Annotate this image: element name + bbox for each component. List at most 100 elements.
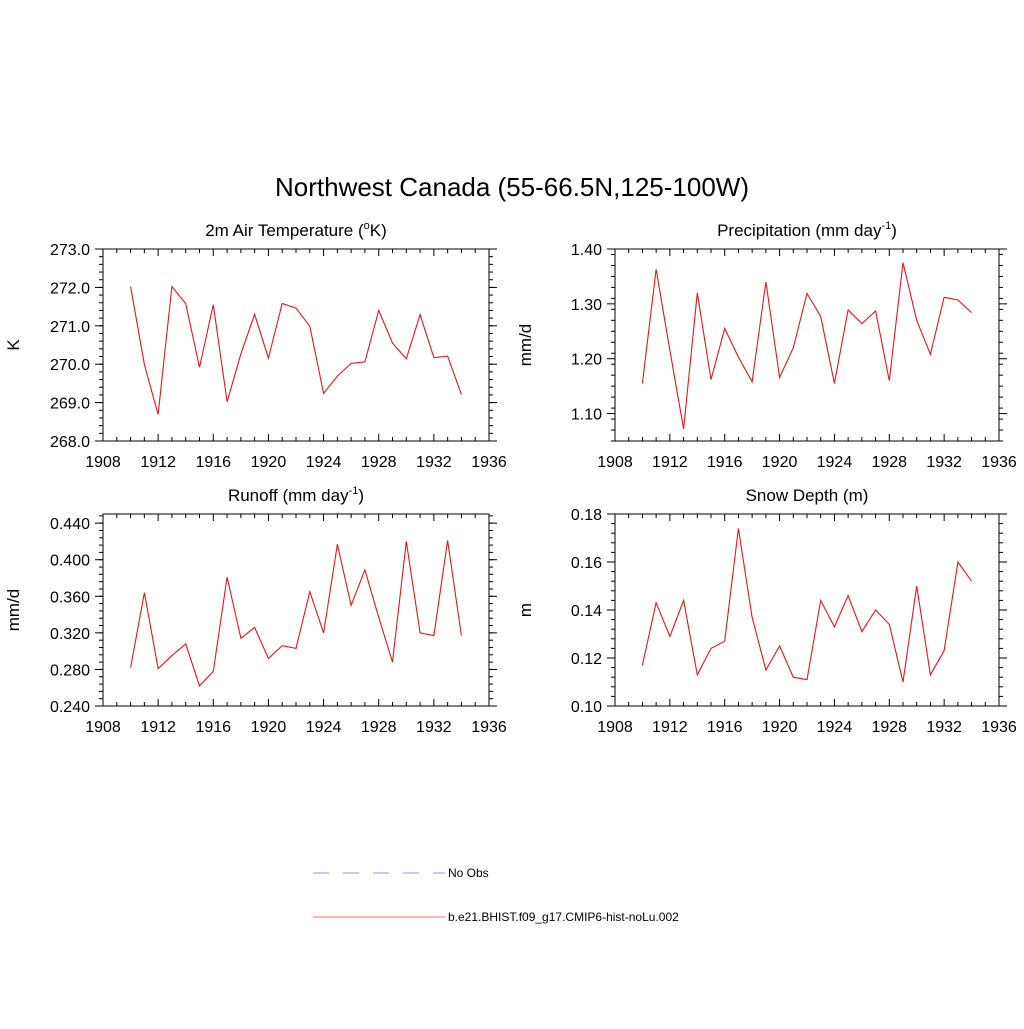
x-tick-label: 1916 (195, 454, 231, 471)
snow-depth-data-point (710, 647, 712, 649)
y-tick-label: 0.14 (571, 603, 602, 620)
snow-depth-panel: Snow Depth (m) m 1908 1912 1916 1920 1924 1928 1… (516, 486, 1017, 736)
temperature-data-point (378, 309, 380, 311)
chart-panels: 2m Air Temperature (oK) K 1908 1912 1916 1920… (4, 220, 1017, 736)
temperature-data-point (309, 325, 311, 327)
runoff-data-point (198, 685, 200, 687)
y-tick-label: 1.40 (571, 242, 602, 259)
x-tick-label: 1916 (195, 719, 231, 736)
temperature-data-point (157, 413, 159, 415)
temperature-series-line (130, 285, 462, 415)
precipitation-panel: Precipitation (mm day-1) mm/d 1908 1912 1916… (516, 220, 1017, 471)
snow-depth-data-point (669, 635, 671, 637)
temperature-panel: 2m Air Temperature (oK) K 1908 1912 1916 1920… (4, 220, 507, 471)
snow-depth-series-line (641, 528, 973, 683)
runoff-data-point (433, 634, 435, 636)
precipitation-data-point (696, 292, 698, 294)
runoff-data-point (364, 569, 366, 571)
legend-label-obs: No Obs (448, 866, 489, 880)
y-tick-label: 273.0 (50, 242, 90, 259)
temperature-data-point (171, 285, 173, 287)
temperature-data-point (198, 366, 200, 368)
runoff-panel: Runoff (mm day-1) mm/d 1908 1912 1916 1920 192… (4, 485, 507, 736)
x-tick-label: 1936 (981, 454, 1017, 471)
runoff-data-point (281, 644, 283, 646)
precipitation-data-point (970, 311, 972, 313)
temperature-data-point (419, 313, 421, 315)
snow-depth-data-point (655, 602, 657, 604)
temperature-data-point (129, 285, 131, 287)
runoff-data-point (129, 666, 131, 668)
snow-depth-data-point (916, 585, 918, 587)
precipitation-data-point (710, 378, 712, 380)
y-tick-label: 0.240 (50, 699, 90, 716)
x-tick-label: 1924 (306, 454, 342, 471)
precipitation-data-point (847, 309, 849, 311)
runoff-series-line (130, 540, 462, 687)
runoff-data-point (226, 576, 228, 578)
runoff-data-point (378, 616, 380, 618)
y-tick-label: 0.320 (50, 626, 90, 643)
precipitation-plot-frame (614, 248, 1000, 442)
precipitation-data-point (820, 315, 822, 317)
x-tick-label: 1920 (762, 454, 798, 471)
snow-depth-data-point (737, 527, 739, 529)
snow-depth-data-point (929, 674, 931, 676)
x-tick-label: 1908 (85, 719, 121, 736)
snow-depth-data-point (957, 561, 959, 563)
runoff-data-point (336, 543, 338, 545)
snow-depth-chart-title: Snow Depth (m) (746, 486, 869, 505)
temperature-data-point (391, 342, 393, 344)
y-tick-label: 0.400 (50, 553, 90, 570)
precipitation-data-point (669, 349, 671, 351)
temperature-data-point (350, 362, 352, 364)
x-tick-label: 1932 (926, 719, 962, 736)
runoff-data-point (391, 661, 393, 663)
x-tick-label: 1936 (981, 719, 1017, 736)
x-tick-label: 1928 (871, 719, 907, 736)
x-tick-label: 1932 (416, 454, 452, 471)
runoff-data-point (267, 657, 269, 659)
runoff-data-point (460, 634, 462, 636)
precipitation-data-point (751, 381, 753, 383)
snow-depth-data-point (641, 664, 643, 666)
runoff-data-point (185, 643, 187, 645)
precipitation-data-point (902, 262, 904, 264)
y-tick-label: 0.440 (50, 516, 90, 533)
temperature-data-point (446, 355, 448, 357)
temperature-data-point (336, 375, 338, 377)
x-tick-label: 1920 (251, 719, 287, 736)
temperature-plot-frame (102, 248, 490, 442)
precipitation-data-point (682, 428, 684, 430)
y-tick-label: 270.0 (50, 357, 90, 374)
snow-depth-data-point (861, 630, 863, 632)
y-tick-label: 0.360 (50, 589, 90, 606)
snow-depth-data-point (724, 640, 726, 642)
precipitation-data-point (916, 319, 918, 321)
snow-depth-data-point (765, 669, 767, 671)
runoff-plot-frame (102, 513, 490, 707)
temperature-data-point (226, 401, 228, 403)
temperature-data-point (405, 358, 407, 360)
temperature-data-point (322, 392, 324, 394)
snow-depth-data-point (833, 626, 835, 628)
runoff-data-point (419, 632, 421, 634)
snow-depth-data-point (847, 594, 849, 596)
y-tick-label: 0.280 (50, 662, 90, 679)
snow-depth-data-point (696, 674, 698, 676)
precipitation-data-point (874, 310, 876, 312)
y-tick-label: 272.0 (50, 280, 90, 297)
snow-depth-data-point (820, 599, 822, 601)
x-tick-label: 1924 (306, 719, 342, 736)
precipitation-data-point (943, 296, 945, 298)
precipitation-data-point (929, 353, 931, 355)
temperature-data-point (295, 307, 297, 309)
precipitation-series-line (641, 262, 972, 429)
temperature-data-point (433, 356, 435, 358)
y-tick-label: 271.0 (50, 319, 90, 336)
x-tick-label: 1908 (85, 454, 121, 471)
precipitation-data-point (833, 382, 835, 384)
temperature-data-point (143, 363, 145, 365)
precipitation-data-point (806, 292, 808, 294)
